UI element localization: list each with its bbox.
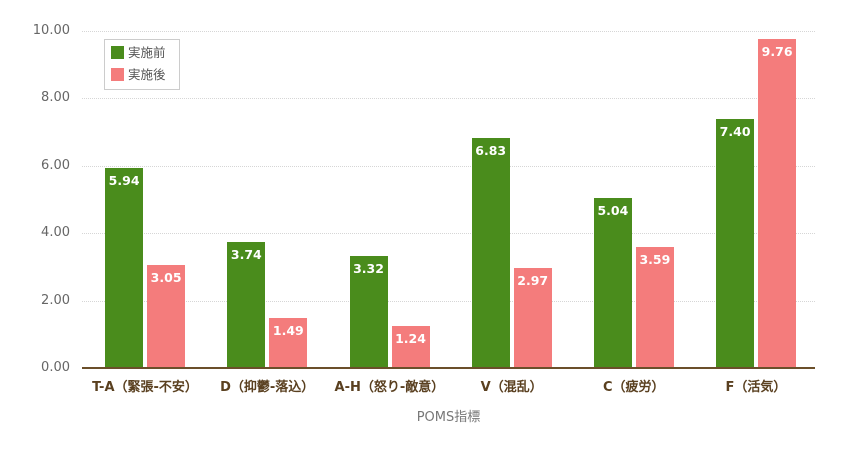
bar-value-label: 1.24: [395, 331, 426, 347]
bar-value-label: 3.74: [230, 246, 262, 262]
x-axis-line: [82, 367, 815, 369]
y-tick-label: 6.00: [41, 157, 70, 173]
bar-after: 2.97: [513, 267, 552, 368]
gridline: [82, 300, 815, 302]
x-category-label: C（疲労）: [603, 380, 665, 395]
bar-after: 1.24: [391, 326, 430, 368]
gridline: [82, 233, 815, 235]
x-category-label: V（混乱）: [480, 380, 543, 395]
bar-after: 1.49: [269, 317, 308, 368]
bar-before: 5.04: [593, 198, 632, 368]
bar-after: 3.05: [147, 265, 186, 368]
y-tick-label: 8.00: [41, 90, 70, 106]
gridline: [82, 98, 815, 100]
legend-item-before: 実施前: [111, 46, 166, 60]
gridline: [82, 165, 815, 167]
legend-swatch-before: [111, 46, 124, 59]
bar-value-label: 5.94: [108, 172, 140, 188]
bar-after: 9.76: [758, 39, 797, 368]
bar-before: 3.32: [349, 256, 388, 368]
bar-before: 3.74: [227, 241, 266, 368]
bar-value-label: 2.97: [517, 272, 549, 288]
bar-before: 7.40: [716, 118, 755, 368]
x-category-label: A-H（怒り-敵意）: [334, 380, 445, 395]
y-tick-label: 4.00: [41, 225, 70, 241]
x-axis-title: POMS指標: [416, 410, 481, 425]
bar-value-label: 9.76: [761, 44, 793, 60]
bar-value-label: 5.04: [597, 203, 629, 219]
legend-item-after: 実施後: [111, 68, 166, 82]
y-tick-label: 0.00: [41, 360, 70, 375]
y-tick-label: 10.00: [32, 23, 70, 38]
gridline: [82, 31, 815, 32]
x-category-label: T-A（緊張-不安）: [92, 380, 198, 395]
legend: 実施前 実施後: [104, 39, 180, 90]
bar-value-label: 1.49: [272, 322, 304, 338]
bar-value-label: 3.32: [353, 261, 384, 277]
bar-before: 5.94: [105, 167, 144, 368]
bar-after: 3.59: [635, 247, 674, 368]
x-category-label: D（抑鬱-落込）: [220, 380, 315, 395]
bar-before: 6.83: [471, 137, 510, 368]
bar-value-label: 3.59: [639, 252, 671, 268]
legend-swatch-after: [111, 68, 124, 81]
bar-value-label: 3.05: [150, 270, 182, 286]
x-category-label: F（活気）: [725, 380, 787, 395]
y-tick-label: 2.00: [41, 292, 70, 308]
bar-value-label: 7.40: [719, 123, 751, 139]
bar-value-label: 6.83: [475, 142, 507, 158]
